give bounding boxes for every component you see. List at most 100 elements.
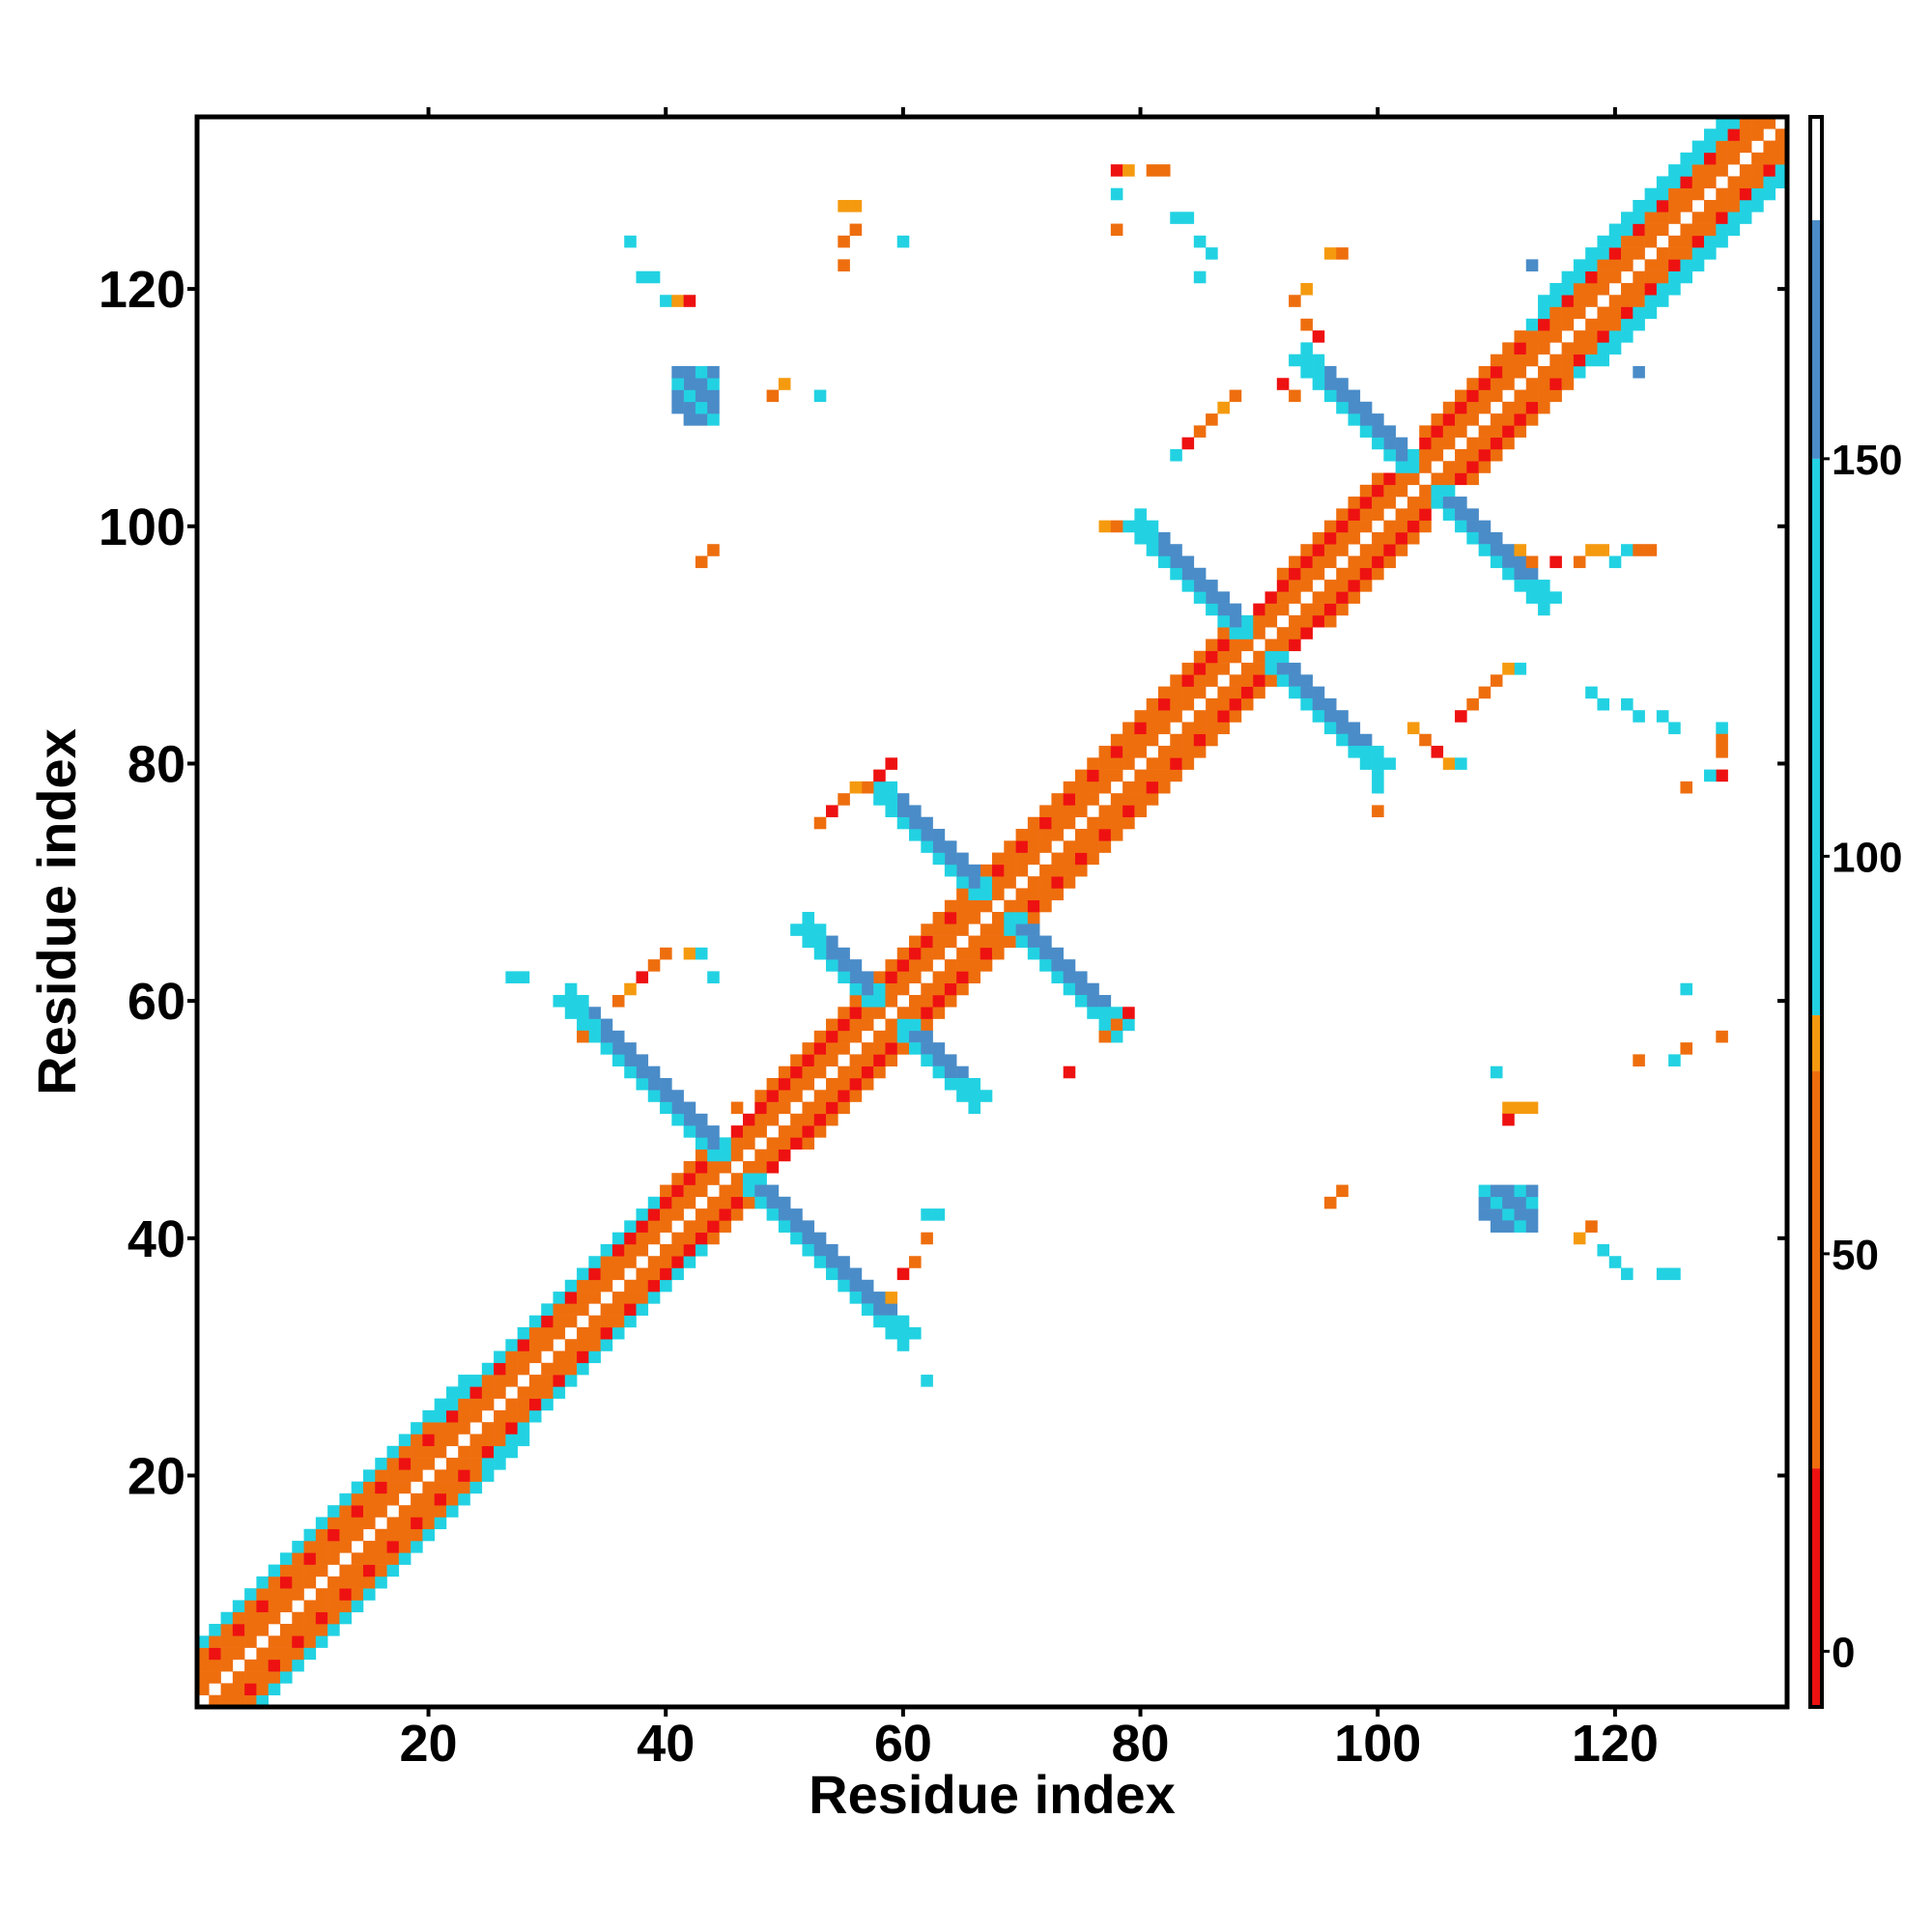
heatmap-cell (1087, 816, 1099, 830)
heatmap-cell (624, 1220, 637, 1233)
heatmap-cell (494, 1362, 506, 1376)
heatmap-cell (719, 1208, 732, 1221)
heatmap-cell (1098, 1007, 1112, 1019)
heatmap-cell (1608, 330, 1622, 343)
heatmap-cell (1668, 212, 1681, 224)
heatmap-cell (1490, 1220, 1503, 1233)
heatmap-cell (1549, 318, 1562, 331)
heatmap-cell (861, 1007, 874, 1019)
heatmap-cell (1716, 235, 1728, 248)
heatmap-cell (1502, 413, 1515, 426)
x-tick-label: 100 (1334, 1715, 1421, 1773)
heatmap-cell (1431, 448, 1444, 462)
heatmap-cell (1502, 1208, 1515, 1221)
heatmap-cell (303, 1541, 317, 1553)
heatmap-cell (588, 1326, 601, 1340)
heatmap-cell (813, 1030, 827, 1043)
heatmap-cell (1157, 164, 1171, 177)
heatmap-cell (1502, 342, 1515, 355)
heatmap-cell (1585, 1220, 1598, 1233)
heatmap-cell (636, 1220, 649, 1233)
heatmap-cell (1549, 330, 1562, 343)
heatmap-cell (1253, 650, 1265, 664)
heatmap-cell (1561, 295, 1575, 307)
heatmap-cell (209, 1624, 221, 1636)
heatmap-cell (1633, 1054, 1645, 1066)
heatmap-cell (838, 971, 850, 983)
heatmap-cell (1039, 959, 1052, 972)
heatmap-cell (1323, 378, 1337, 390)
heatmap-cell (695, 947, 708, 960)
heatmap-cell (1206, 722, 1218, 735)
heatmap-cell (1727, 128, 1741, 141)
heatmap-cell (1146, 520, 1159, 533)
heatmap-cell (553, 1303, 566, 1316)
heatmap-cell (1478, 1208, 1492, 1221)
x-axis-title: Residue index (809, 1764, 1176, 1825)
heatmap-cell (660, 1279, 672, 1293)
heatmap-cell (1691, 152, 1705, 165)
heatmap-cell (1359, 508, 1373, 521)
heatmap-cell (695, 413, 708, 426)
heatmap-cell (1312, 591, 1325, 604)
heatmap-cell (577, 994, 589, 1008)
heatmap-cell (1455, 472, 1467, 486)
heatmap-cell (1656, 270, 1669, 284)
heatmap-cell (1193, 663, 1207, 675)
heatmap-cell (921, 1375, 933, 1387)
heatmap-cell (398, 1517, 412, 1530)
heatmap-cell (517, 1326, 530, 1340)
heatmap-cell (1525, 1208, 1539, 1221)
heatmap-cell (1691, 164, 1705, 177)
heatmap-cell (1442, 425, 1456, 438)
heatmap-cell (458, 1409, 470, 1423)
heatmap-cell (600, 1303, 613, 1316)
heatmap-cell (1336, 401, 1349, 414)
heatmap-cell (1406, 461, 1420, 473)
heatmap-cell (292, 1647, 304, 1661)
heatmap-cell (197, 1671, 210, 1684)
heatmap-cell (1525, 1184, 1539, 1198)
heatmap-cell (1134, 805, 1147, 818)
heatmap-cell (1704, 223, 1717, 237)
heatmap-cell (695, 1232, 708, 1245)
heatmap-cell (1442, 413, 1456, 426)
heatmap-cell (707, 1232, 720, 1245)
heatmap-cell (434, 1422, 447, 1435)
heatmap-cell (707, 971, 720, 983)
heatmap-cell (1289, 354, 1301, 367)
heatmap-cell (1087, 840, 1099, 853)
heatmap-cell (292, 1635, 304, 1648)
heatmap-cell (1656, 187, 1669, 201)
heatmap-cell (1110, 187, 1123, 201)
heatmap-cell (873, 1054, 886, 1066)
heatmap-cell (1015, 864, 1029, 877)
heatmap-cell (944, 864, 957, 877)
heatmap-cell (743, 1125, 755, 1138)
heatmap-cell (1585, 544, 1598, 556)
heatmap-cell (541, 1315, 554, 1328)
heatmap-cell (564, 1339, 578, 1351)
heatmap-cell (671, 1256, 684, 1268)
heatmap-cell (1478, 437, 1492, 450)
heatmap-cell (292, 1576, 304, 1589)
heatmap-cell (790, 1077, 803, 1091)
heatmap-cell (1514, 567, 1527, 581)
heatmap-cell (1039, 947, 1052, 960)
heatmap-cell (813, 1101, 827, 1115)
heatmap-cell (1039, 935, 1052, 949)
heatmap-cell (1680, 270, 1693, 284)
heatmap-cell (1668, 270, 1681, 284)
heatmap-cell (885, 1326, 898, 1340)
heatmap-cell (1336, 378, 1349, 390)
heatmap-cell (1538, 365, 1550, 379)
heatmap-cell (944, 912, 957, 924)
heatmap-cell (813, 1125, 827, 1138)
heatmap-cell (469, 1445, 483, 1459)
heatmap-cell (873, 781, 886, 794)
heatmap-cell (1027, 852, 1040, 866)
heatmap-cell (766, 1184, 780, 1198)
heatmap-cell (1644, 259, 1658, 271)
heatmap-cell (1585, 354, 1598, 367)
heatmap-cell (873, 1042, 886, 1055)
